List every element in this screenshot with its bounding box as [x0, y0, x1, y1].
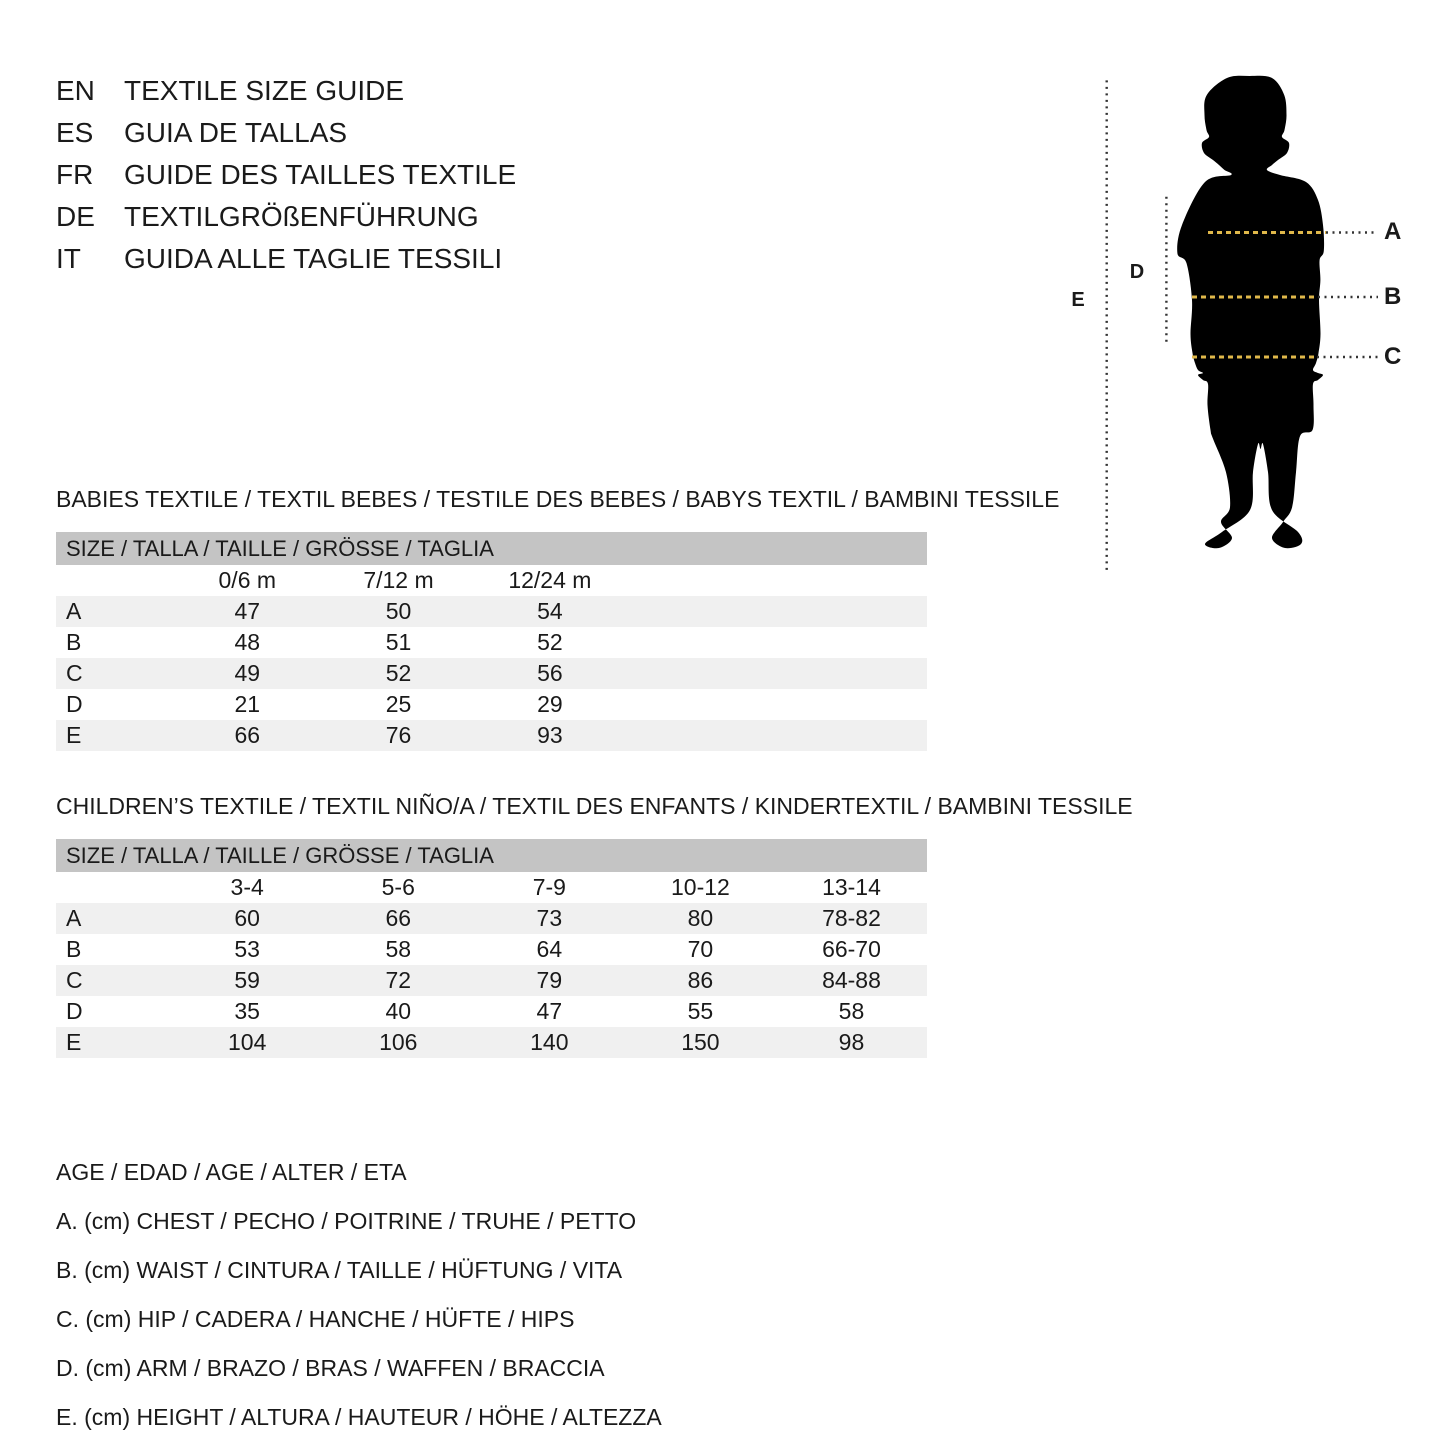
svg-text:C: C — [1384, 343, 1401, 370]
svg-text:D: D — [1130, 261, 1144, 283]
svg-text:B: B — [1384, 283, 1401, 310]
svg-text:E: E — [1071, 289, 1084, 311]
svg-text:A: A — [1384, 218, 1401, 245]
